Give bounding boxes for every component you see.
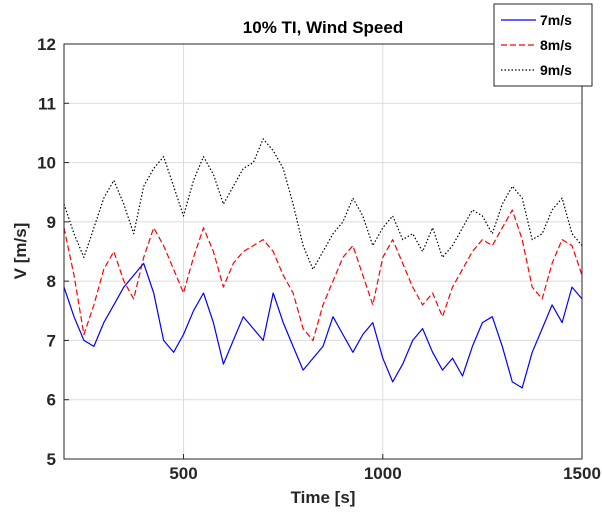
x-tick-label: 500 bbox=[169, 464, 197, 483]
legend-label: 7m/s bbox=[540, 12, 572, 28]
legend-label: 9m/s bbox=[540, 62, 572, 78]
chart-title: 10% TI, Wind Speed bbox=[243, 18, 403, 37]
series-line-9m-s bbox=[63, 138, 583, 270]
x-axis-title: Time [s] bbox=[291, 488, 356, 507]
series-line-8m-s bbox=[63, 209, 583, 341]
y-tick-label: 6 bbox=[47, 391, 56, 410]
x-tick-label: 1500 bbox=[563, 464, 601, 483]
y-tick-label: 8 bbox=[47, 272, 56, 291]
series-line-7m-s bbox=[63, 262, 583, 389]
plot-frame bbox=[63, 43, 583, 460]
legend: 7m/s 8m/s 9m/s bbox=[493, 3, 593, 87]
y-tick-label: 7 bbox=[47, 331, 56, 350]
y-tick-label: 5 bbox=[47, 450, 56, 469]
y-tick-label: 11 bbox=[38, 94, 56, 113]
y-axis-title: V [m/s] bbox=[11, 223, 30, 280]
x-tick-label: 1000 bbox=[364, 464, 402, 483]
y-tick-label: 10 bbox=[37, 154, 56, 173]
axis-ticks: 500 1000 1500 5 6 7 8 9 10 11 12 bbox=[37, 35, 601, 483]
legend-label: 8m/s bbox=[540, 37, 572, 53]
y-tick-label: 9 bbox=[47, 213, 56, 232]
series-layer bbox=[63, 138, 583, 389]
y-tick-label: 12 bbox=[37, 35, 56, 54]
